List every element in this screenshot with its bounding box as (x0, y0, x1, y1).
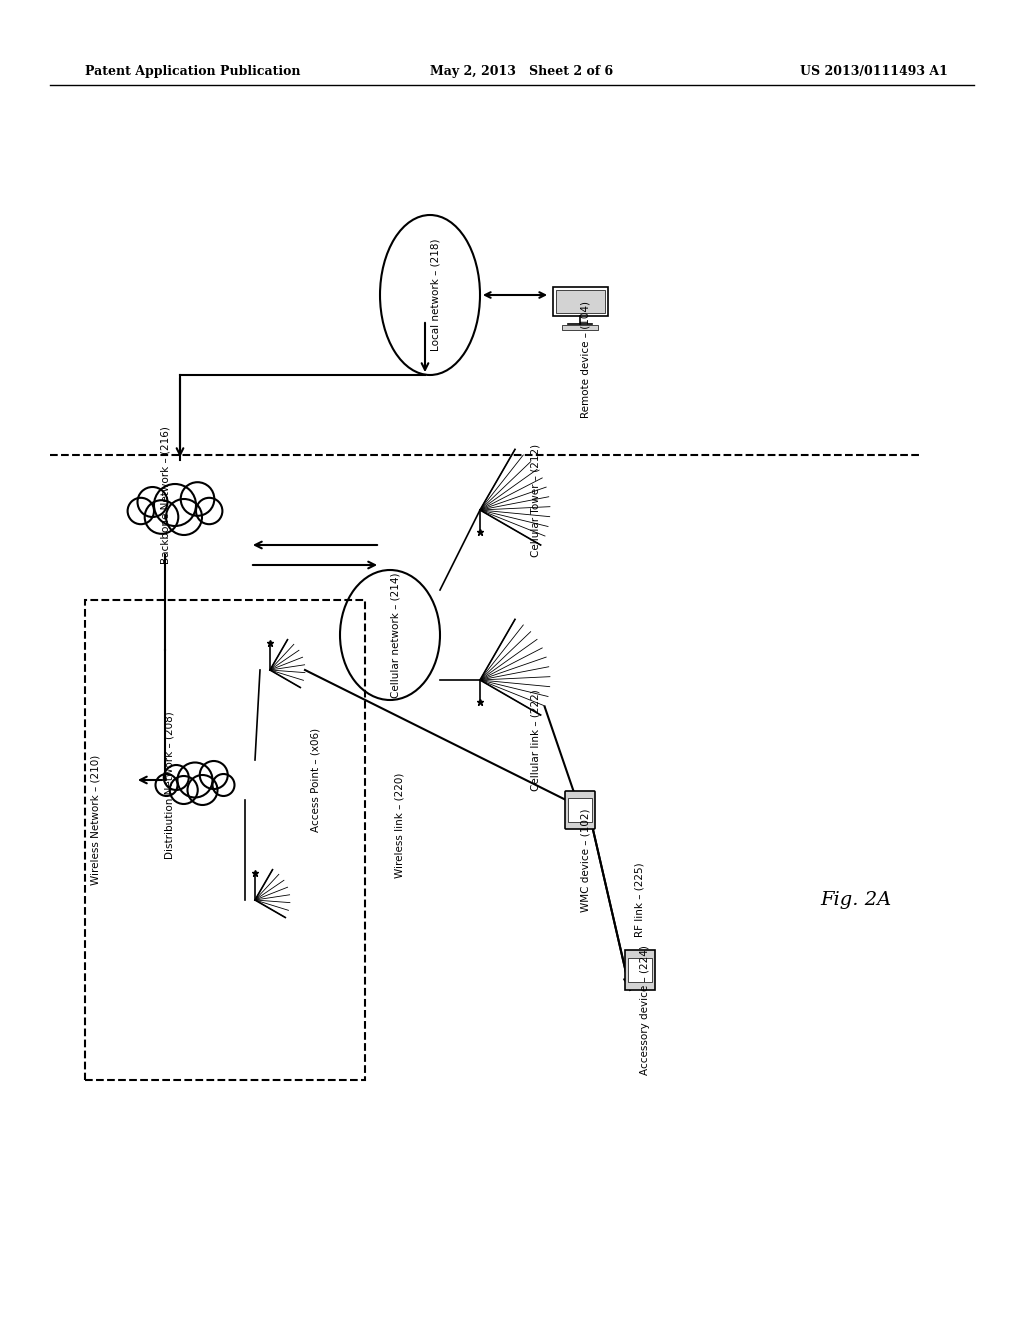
Circle shape (154, 484, 196, 525)
Circle shape (144, 500, 178, 533)
Text: Cellular link – (222): Cellular link – (222) (530, 689, 540, 791)
Circle shape (187, 775, 217, 805)
Circle shape (200, 762, 227, 789)
Circle shape (156, 774, 177, 796)
Bar (553, 286, 607, 315)
Text: RF link – (225): RF link – (225) (635, 863, 645, 937)
Text: Wireless Network – (210): Wireless Network – (210) (90, 755, 100, 886)
Text: Wireless link – (220): Wireless link – (220) (395, 772, 406, 878)
Text: WMC device – (102): WMC device – (102) (580, 808, 590, 912)
Text: Remote device – (104): Remote device – (104) (580, 301, 590, 418)
Bar (628, 958, 652, 982)
Text: Fig. 2A: Fig. 2A (820, 891, 891, 909)
Circle shape (196, 498, 222, 524)
Circle shape (170, 776, 198, 804)
Ellipse shape (380, 215, 480, 375)
Text: Patent Application Publication: Patent Application Publication (85, 66, 300, 78)
Bar (568, 799, 592, 822)
Circle shape (137, 487, 168, 517)
Circle shape (213, 774, 234, 796)
Bar (562, 325, 598, 330)
Text: US 2013/0111493 A1: US 2013/0111493 A1 (800, 66, 948, 78)
Text: May 2, 2013   Sheet 2 of 6: May 2, 2013 Sheet 2 of 6 (430, 66, 613, 78)
Circle shape (180, 482, 214, 516)
Bar (555, 289, 604, 313)
Text: Cellular Tower – (212): Cellular Tower – (212) (530, 444, 540, 557)
Text: Backbone Network – (216): Backbone Network – (216) (160, 426, 170, 564)
Ellipse shape (340, 570, 440, 700)
Circle shape (128, 498, 154, 524)
Text: Cellular network – (214): Cellular network – (214) (390, 573, 400, 698)
Text: Accessory device – (224): Accessory device – (224) (640, 945, 650, 1074)
Circle shape (177, 763, 213, 797)
Text: Access Point – (x06): Access Point – (x06) (310, 727, 319, 832)
Bar (625, 950, 655, 990)
Text: Distribution Network – (208): Distribution Network – (208) (165, 711, 175, 859)
Circle shape (166, 499, 202, 535)
Text: Local network – (218): Local network – (218) (430, 239, 440, 351)
Circle shape (164, 766, 188, 789)
FancyBboxPatch shape (565, 791, 595, 829)
